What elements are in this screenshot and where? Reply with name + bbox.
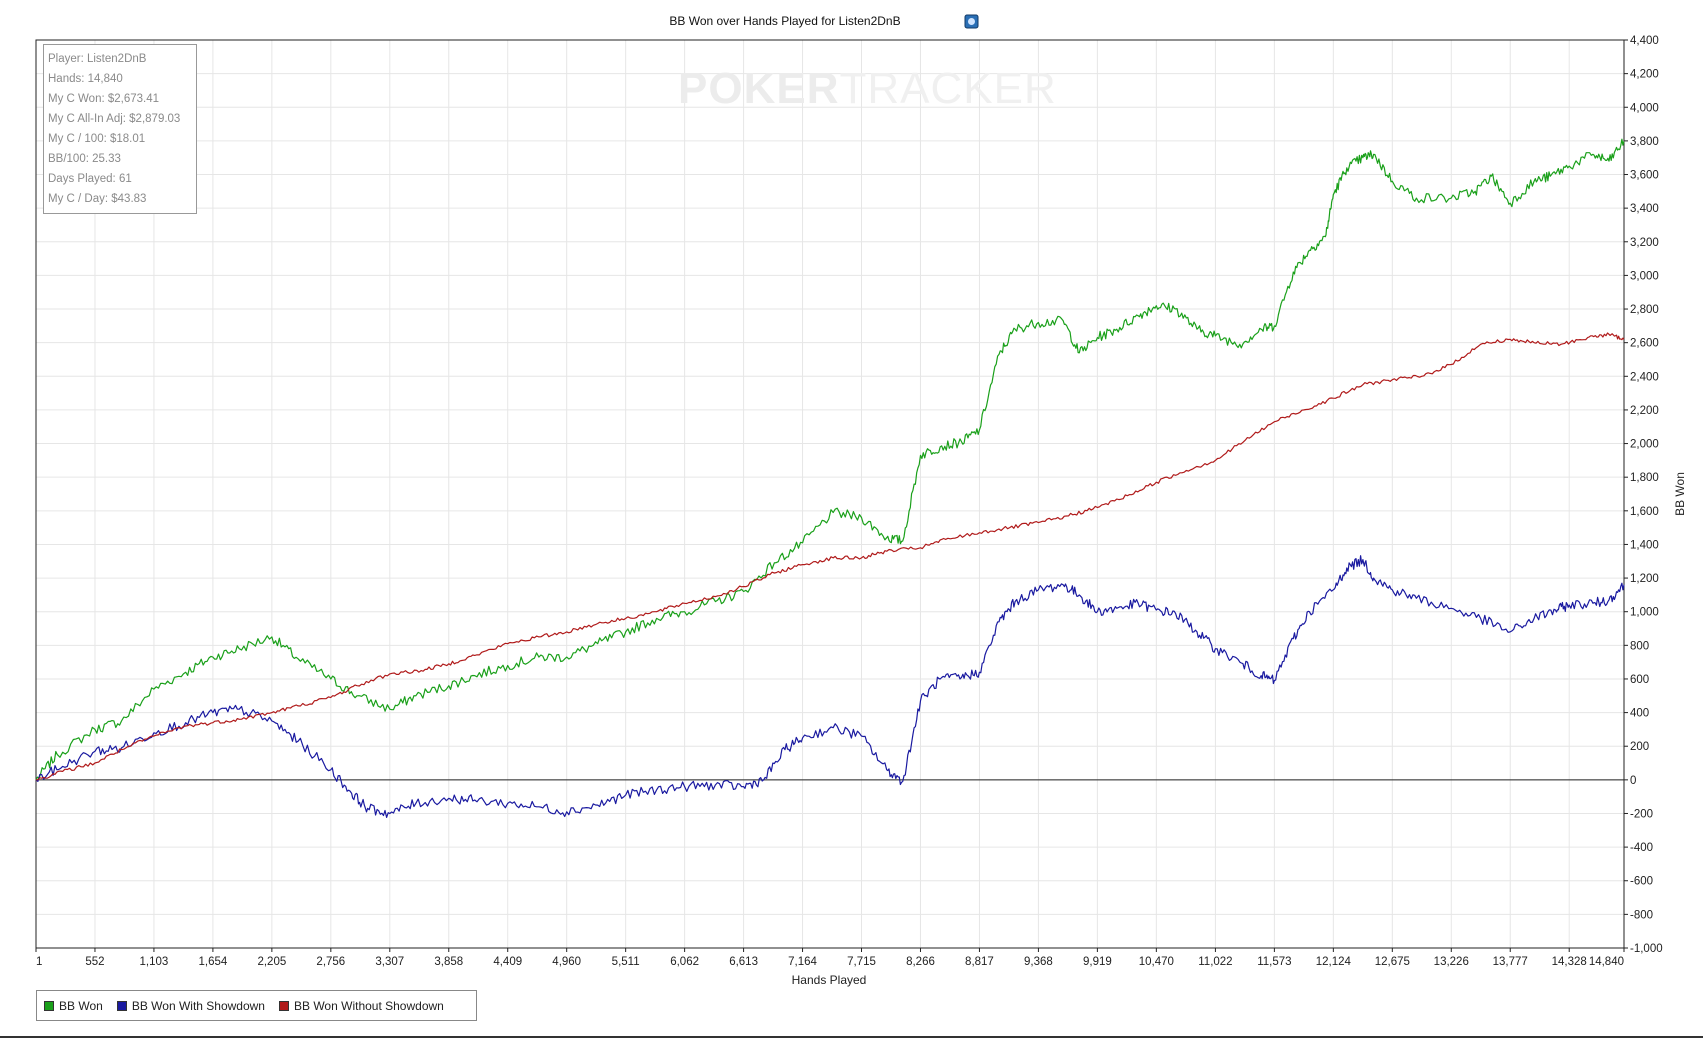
y-tick-label: 3,200	[1630, 237, 1659, 249]
y-tick-label: 1,600	[1630, 506, 1659, 518]
y-tick-label: 4,400	[1630, 35, 1659, 47]
x-tick-label: 9,919	[1083, 956, 1112, 968]
x-tick-label: 14,840	[1589, 956, 1624, 968]
y-tick-label: 3,600	[1630, 170, 1659, 182]
y-tick-label: 400	[1630, 708, 1649, 720]
y-tick-label: 800	[1630, 640, 1649, 652]
y-tick-label: 1,800	[1630, 472, 1659, 484]
y-axis-title: BB Won	[1673, 472, 1687, 516]
y-tick-label: -600	[1630, 876, 1653, 888]
y-tick-label: 3,400	[1630, 203, 1659, 215]
y-tick-label: -200	[1630, 808, 1653, 820]
x-tick-label: 9,368	[1024, 956, 1053, 968]
window-bottom-border	[0, 1036, 1703, 1038]
x-tick-label: 3,858	[434, 956, 463, 968]
legend-swatch	[278, 1000, 289, 1011]
x-tick-label: 1,654	[199, 956, 228, 968]
plot-frame	[35, 39, 1625, 949]
x-tick-label: 10,470	[1139, 956, 1174, 968]
player-stats-box: Player: Listen2DnB Hands: 14,840 My C Wo…	[43, 44, 197, 214]
x-tick-label: 552	[85, 956, 104, 968]
legend-swatch	[116, 1000, 127, 1011]
title-icon-inner	[968, 18, 975, 25]
legend-swatch	[44, 1000, 54, 1011]
y-tick-label: 200	[1630, 741, 1649, 753]
legend-item-bb-won-without-showdown[interactable]: BB Won Without Showdown	[278, 998, 444, 1013]
pokertracker-watermark: POKERTRACKER	[678, 64, 1057, 113]
y-tick-label: 2,400	[1630, 371, 1659, 383]
y-tick-label: 2,600	[1630, 338, 1659, 350]
chart-legend: BB Won BB Won With Showdown BB Won Witho…	[36, 990, 477, 1021]
stat-my-c-won: My C Won: $2,673.41	[48, 93, 160, 105]
x-tick-label: 8,266	[906, 956, 935, 968]
stat-my-c-per-day: My C / Day: $43.83	[48, 193, 147, 205]
x-tick-label: 6,613	[729, 956, 758, 968]
series-layer	[35, 138, 1625, 819]
grid-layer	[35, 39, 1625, 949]
x-tick-label: 8,817	[965, 956, 994, 968]
legend-item-bb-won-with-showdown[interactable]: BB Won With Showdown	[116, 998, 265, 1013]
x-tick-label: 4,409	[493, 956, 522, 968]
legend-label: BB Won	[59, 998, 103, 1013]
y-tick-label: 3,800	[1630, 136, 1659, 148]
series-line-bb-won	[35, 138, 1625, 781]
stat-player: Player: Listen2DnB	[48, 53, 147, 65]
y-tick-label: 2,800	[1630, 304, 1659, 316]
y-tick-label: -400	[1630, 842, 1653, 854]
x-tick-label: 2,205	[257, 956, 286, 968]
x-tick-label: 4,960	[552, 956, 581, 968]
stat-hands: Hands: 14,840	[48, 73, 123, 85]
legend-label: BB Won With Showdown	[131, 998, 265, 1013]
series-line-bb-won-with-showdown	[35, 555, 1625, 819]
stat-my-c-allin-adj: My C All-In Adj: $2,879.03	[48, 113, 181, 125]
y-tick-label: 4,200	[1630, 69, 1659, 81]
y-tick-label: 600	[1630, 674, 1649, 686]
stat-bb-per-100: BB/100: 25.33	[48, 153, 121, 165]
x-tick-label: 6,062	[670, 956, 699, 968]
y-tick-label: 2,000	[1630, 439, 1659, 451]
x-tick-label: 7,715	[847, 956, 876, 968]
x-tick-label: 12,124	[1316, 956, 1352, 968]
y-tick-label: 0	[1630, 775, 1636, 787]
y-tick-label: 1,200	[1630, 573, 1659, 585]
legend-item-bb-won[interactable]: BB Won	[44, 999, 103, 1013]
x-tick-label: 1,103	[140, 956, 169, 968]
x-tick-label: 11,022	[1198, 956, 1232, 968]
legend-label: BB Won Without Showdown	[293, 998, 444, 1013]
y-axis-ticks: 4,400 4,200 4,000 3,800 3,600 3,400 3,200 3,000…	[1624, 35, 1663, 955]
x-tick-label: 5,511	[612, 956, 640, 968]
y-tick-label: 3,000	[1630, 270, 1659, 282]
series-line-bb-won-without-showdown	[35, 332, 1625, 781]
y-tick-label: 2,200	[1630, 405, 1659, 417]
x-axis-title: Hands Played	[792, 973, 867, 987]
y-tick-label: 1,000	[1630, 607, 1659, 619]
y-tick-label: 1,400	[1630, 539, 1659, 551]
x-tick-label: 1	[36, 956, 42, 968]
x-tick-label: 13,226	[1434, 956, 1469, 968]
x-tick-label: 14,328	[1552, 956, 1587, 968]
x-tick-label: 13,777	[1493, 956, 1528, 968]
x-tick-label: 2,756	[316, 956, 345, 968]
chart-title: BB Won over Hands Played for Listen2DnB	[669, 14, 900, 28]
x-tick-label: 12,675	[1375, 956, 1410, 968]
y-tick-label: 4,000	[1630, 102, 1659, 114]
x-tick-label: 7,164	[788, 956, 817, 968]
stat-my-c-per-100: My C / 100: $18.01	[48, 133, 146, 145]
x-axis-ticks: 1 552 1,103 1,654 2,205 2,756 3,307 3,858 4,409 4…	[35, 948, 1625, 968]
x-tick-label: 3,307	[375, 956, 404, 968]
stat-days-played: Days Played: 61	[48, 173, 132, 185]
x-tick-label: 11,573	[1257, 956, 1291, 968]
y-tick-label: -1,000	[1630, 943, 1663, 955]
y-tick-label: -800	[1630, 909, 1653, 921]
